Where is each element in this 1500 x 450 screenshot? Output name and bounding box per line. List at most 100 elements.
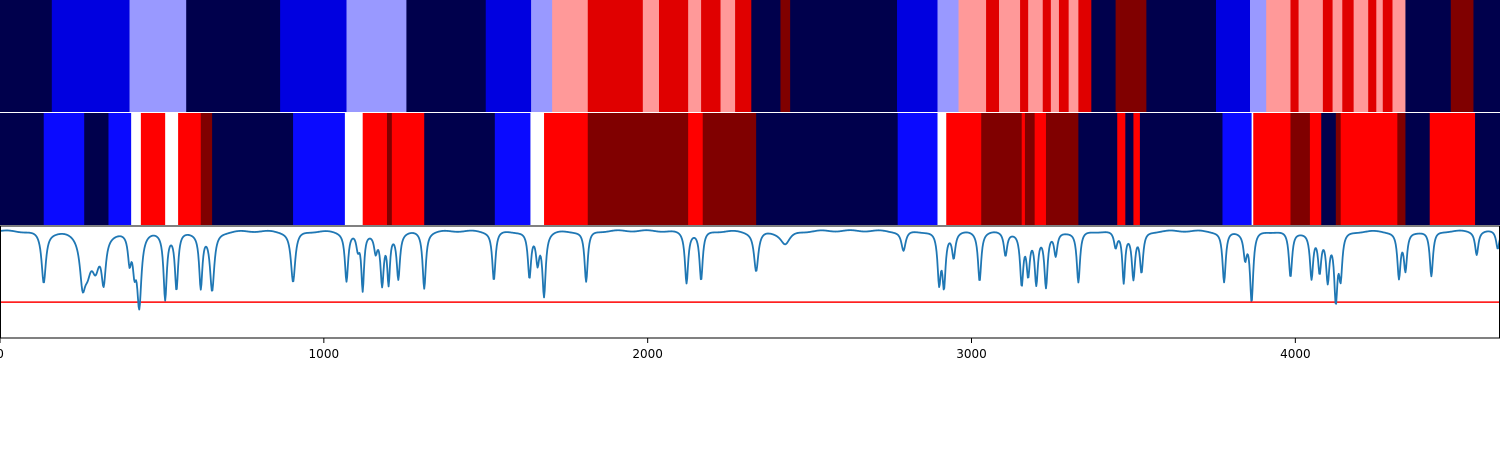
track-top-segment-21 — [937, 0, 959, 112]
track-top-segment-46 — [1382, 0, 1393, 112]
track-top-segment-12 — [659, 0, 689, 112]
track-middle-segment-19 — [587, 113, 689, 225]
track-middle-segment-11 — [344, 113, 364, 225]
track-top-segment-9 — [552, 0, 589, 112]
track-top-segment-41 — [1332, 0, 1343, 112]
track-middle-segment-46 — [1429, 113, 1476, 225]
track-top-segment-17 — [751, 0, 781, 112]
track-middle-segment-16 — [494, 113, 531, 225]
track-top-segment-0 — [0, 0, 53, 112]
track-middle-segment-4 — [131, 113, 142, 225]
track-top-segment-34 — [1146, 0, 1217, 112]
x-axis: 0 1000 2000 3000 4000 — [0, 337, 1500, 361]
track-top-segment-16 — [735, 0, 752, 112]
track-middle-segment-12 — [362, 113, 388, 225]
track-middle-segment-18 — [544, 113, 589, 225]
track-middle-segment-36 — [1222, 113, 1253, 225]
track-top-segment-32 — [1091, 0, 1117, 112]
track-top-segment-26 — [1028, 0, 1044, 112]
track-middle-segment-33 — [1125, 113, 1134, 225]
track-middle-segment-1 — [43, 113, 85, 225]
track-middle-segment-5 — [140, 113, 166, 225]
track-top-segment-45 — [1376, 0, 1384, 112]
track-top-segment-11 — [642, 0, 660, 112]
track-middle-segment-21 — [702, 113, 757, 225]
track-middle-segment-47 — [1475, 113, 1500, 225]
track-middle-segment-23 — [897, 113, 938, 225]
track-middle-segment-27 — [1021, 113, 1026, 225]
heatmap-track-middle — [0, 113, 1500, 225]
track-middle-segment-15 — [424, 113, 496, 225]
track-divider-1 — [0, 112, 1500, 113]
track-top-segment-1 — [51, 0, 130, 112]
track-middle-segment-40 — [1309, 113, 1322, 225]
track-middle-segment-7 — [178, 113, 202, 225]
track-middle-segment-30 — [1045, 113, 1079, 225]
track-middle-segment-45 — [1405, 113, 1431, 225]
track-middle-segment-29 — [1034, 113, 1047, 225]
signal-line — [0, 229, 1500, 311]
track-top-segment-47 — [1392, 0, 1406, 112]
track-middle-segment-9 — [212, 113, 294, 225]
track-middle-segment-20 — [688, 113, 704, 225]
track-top-segment-35 — [1216, 0, 1251, 112]
track-top-segment-49 — [1450, 0, 1474, 112]
track-top-segment-33 — [1115, 0, 1147, 112]
track-middle-segment-44 — [1397, 113, 1406, 225]
track-top-segment-38 — [1290, 0, 1299, 112]
track-middle-segment-34 — [1133, 113, 1141, 225]
line-plot-background — [0, 226, 1500, 338]
track-top-segment-36 — [1250, 0, 1267, 112]
track-top-segment-14 — [701, 0, 721, 112]
track-top-segment-50 — [1473, 0, 1500, 112]
track-top-segment-2 — [129, 0, 187, 112]
track-middle-segment-24 — [937, 113, 947, 225]
track-top-segment-44 — [1368, 0, 1377, 112]
x-tick-label-3: 3000 — [956, 347, 987, 361]
track-middle-segment-38 — [1253, 113, 1291, 225]
track-middle-segment-42 — [1335, 113, 1342, 225]
track-middle-segment-17 — [530, 113, 545, 225]
track-middle-segment-43 — [1340, 113, 1398, 225]
track-top-segment-6 — [406, 0, 487, 112]
track-top-segment-3 — [186, 0, 281, 112]
track-top-segment-40 — [1322, 0, 1333, 112]
line-plot-panel — [0, 225, 1500, 339]
track-top-segment-10 — [587, 0, 644, 112]
track-middle-segment-31 — [1078, 113, 1118, 225]
track-top-segment-15 — [720, 0, 736, 112]
track-middle-segment-35 — [1139, 113, 1223, 225]
track-top-segment-7 — [485, 0, 532, 112]
track-middle-segment-3 — [108, 113, 132, 225]
track-top-segment-23 — [986, 0, 1000, 112]
track-top-segment-18 — [780, 0, 791, 112]
track-middle-segment-25 — [946, 113, 982, 225]
track-middle-segment-32 — [1117, 113, 1126, 225]
x-tick-label-4: 4000 — [1280, 347, 1311, 361]
track-top-segment-29 — [1058, 0, 1070, 112]
track-top-segment-31 — [1078, 0, 1092, 112]
track-top-segment-20 — [897, 0, 938, 112]
x-tick-label-2: 2000 — [632, 347, 663, 361]
track-top-segment-43 — [1353, 0, 1369, 112]
track-top-segment-8 — [531, 0, 553, 112]
track-top-segment-19 — [790, 0, 898, 112]
track-middle-segment-14 — [391, 113, 425, 225]
track-top-segment-27 — [1042, 0, 1052, 112]
track-top-segment-25 — [1020, 0, 1029, 112]
track-middle-segment-22 — [756, 113, 899, 225]
track-top-segment-5 — [346, 0, 407, 112]
track-top-segment-30 — [1068, 0, 1079, 112]
track-top-segment-37 — [1266, 0, 1291, 112]
track-middle-segment-26 — [981, 113, 1023, 225]
track-top-segment-22 — [958, 0, 987, 112]
track-middle-segment-0 — [0, 113, 45, 225]
heatmap-track-top — [0, 0, 1500, 112]
track-middle-segment-10 — [293, 113, 346, 225]
track-middle-segment-28 — [1024, 113, 1036, 225]
track-top-segment-28 — [1050, 0, 1060, 112]
track-middle-segment-41 — [1321, 113, 1337, 225]
track-middle-segment-2 — [84, 113, 109, 225]
track-top-segment-48 — [1405, 0, 1452, 112]
